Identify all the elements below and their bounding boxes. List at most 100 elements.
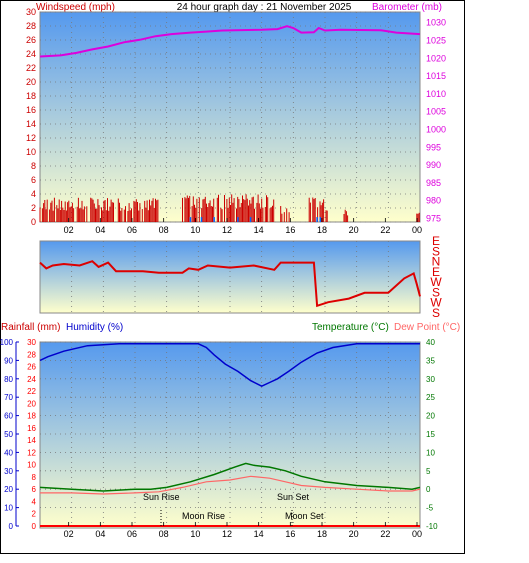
wind-tick-label: 28	[26, 21, 36, 31]
direction-label: W	[430, 275, 442, 289]
temp-tick-label: 15	[426, 430, 435, 439]
humidity-axis: 0 10 20 30 40 50 60 70 80 90 100	[0, 338, 19, 531]
wind-tick-label: 30	[26, 7, 36, 17]
humidity-tick-label: 50	[4, 430, 13, 439]
barometer-path	[39, 25, 421, 58]
sun-set-label: Sun Set	[277, 492, 310, 502]
direction-path	[39, 260, 421, 308]
rain-tick-label: 28	[27, 350, 36, 359]
x-tick-label: 08	[159, 225, 169, 235]
rain-tick-label: 0	[32, 522, 37, 531]
rain-tick-label: 22	[27, 387, 36, 396]
x-tick-label: 18	[317, 225, 327, 235]
wind-tick-label: 10	[26, 147, 36, 157]
wind-tick-label: 26	[26, 35, 36, 45]
x-tick-label: 06	[127, 225, 137, 235]
x-tick-label: 12	[222, 225, 232, 235]
direction-label: W	[430, 296, 442, 310]
temp-tick-label: 10	[426, 448, 435, 457]
sun-rise-label: Sun Rise	[143, 492, 180, 502]
humidity-tick-label: 20	[4, 485, 13, 494]
rainfall-label: Rainfall (mm)	[1, 322, 60, 333]
humidity-tick-label: 70	[4, 393, 13, 402]
baro-tick-label: 1010	[426, 89, 446, 99]
rain-tick-label: 6	[32, 485, 37, 494]
chart-title: 24 hour graph day : 21 November 2025	[177, 2, 352, 13]
rain-tick-label: 12	[27, 448, 36, 457]
windspeed-label: Windspeed (mph)	[36, 2, 115, 13]
rain-tick-label: 20	[27, 399, 36, 408]
baro-tick-label: 975	[426, 213, 441, 223]
humidity-tick-label: 0	[9, 522, 14, 531]
x-tick-label: 06	[127, 529, 137, 539]
temp-tick-label: 20	[426, 412, 435, 421]
baro-tick-label: 1005	[426, 107, 446, 117]
direction-label: E	[432, 234, 440, 248]
temp-tick-label: 25	[426, 393, 435, 402]
temperature-label: Temperature (°C)	[312, 322, 389, 333]
wind-tick-label: 24	[26, 49, 36, 59]
baro-tick-label: 1030	[426, 18, 446, 28]
temperature-axis: -10 -5 0 5 10 15 20 25 30 35 40	[426, 338, 438, 531]
baro-tick-label: 985	[426, 178, 441, 188]
wind-bars	[39, 194, 420, 222]
lower-x-axis: 02 04 06 08 10 12 14 16 18 20 22 00	[64, 522, 422, 539]
humidity-tick-label: 100	[0, 338, 14, 347]
x-tick-label: 16	[285, 225, 295, 235]
x-tick-label: 16	[285, 529, 295, 539]
baro-tick-label: 990	[426, 160, 441, 170]
x-tick-label: 20	[349, 225, 359, 235]
direction-line	[39, 260, 421, 308]
humidity-tick-label: 60	[4, 412, 13, 421]
x-tick-label: 02	[64, 225, 74, 235]
x-tick-label: 10	[190, 529, 200, 539]
baro-tick-label: 1020	[426, 53, 446, 63]
x-tick-label: 00	[412, 529, 422, 539]
rain-tick-label: 18	[27, 412, 36, 421]
wind-tick-label: 22	[26, 63, 36, 73]
wind-tick-label: 20	[26, 77, 36, 87]
humidity-tick-label: 10	[4, 504, 13, 513]
wind-tick-label: 16	[26, 105, 36, 115]
direction-grid	[71, 241, 389, 313]
rain-tick-label: 10	[27, 461, 36, 470]
wind-tick-label: 8	[31, 161, 36, 171]
rain-tick-label: 2	[32, 510, 37, 519]
x-tick-label: 22	[380, 529, 390, 539]
baro-tick-label: 995	[426, 142, 441, 152]
rain-tick-label: 8	[32, 473, 37, 482]
rain-tick-label: 4	[32, 497, 37, 506]
x-tick-label: 18	[317, 529, 327, 539]
barometer-line	[39, 25, 421, 58]
x-tick-label: 00	[412, 225, 422, 235]
x-tick-label: 14	[254, 529, 264, 539]
temperature-line	[39, 462, 421, 492]
lower-grid	[40, 341, 420, 527]
baro-tick-label: 1015	[426, 71, 446, 81]
dewpoint-line	[40, 475, 421, 495]
humidity-label: Humidity (%)	[66, 322, 123, 333]
x-tick-label: 04	[95, 225, 105, 235]
humidity-tick-label: 30	[4, 467, 13, 476]
rain-tick-label: 14	[27, 436, 36, 445]
baro-tick-label: 1000	[426, 124, 446, 134]
baro-tick-label: 980	[426, 196, 441, 206]
wind-tick-label: 14	[26, 119, 36, 129]
temp-tick-label: 40	[426, 338, 435, 347]
lower-plot-area	[39, 341, 421, 529]
temp-tick-label: 5	[426, 467, 431, 476]
barometer-label: Barometer (mb)	[372, 2, 442, 13]
direction-label: S	[432, 306, 440, 320]
x-tick-label: 04	[95, 529, 105, 539]
humidity-tick-label: 90	[4, 356, 13, 365]
x-tick-label: 12	[222, 529, 232, 539]
wind-tick-label: 0	[31, 217, 36, 227]
direction-label: S	[432, 244, 440, 258]
x-tick-label: 08	[159, 529, 169, 539]
rain-tick-label: 24	[27, 375, 36, 384]
wind-tick-label: 18	[26, 91, 36, 101]
